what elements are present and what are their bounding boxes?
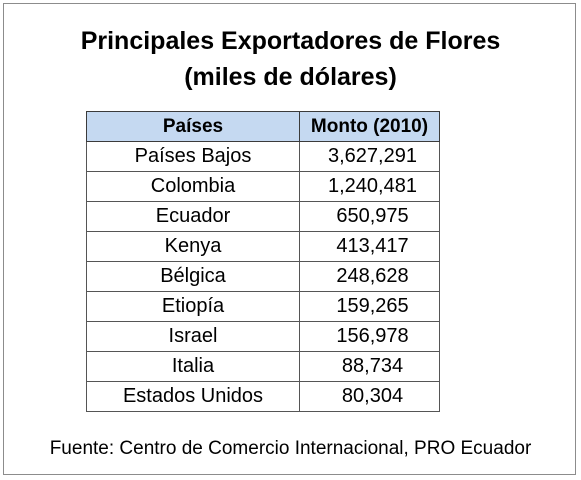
- country-cell: Kenya: [86, 231, 300, 262]
- table-row: Bélgica 248,628: [86, 261, 440, 292]
- amount-cell: 159,265: [299, 291, 440, 322]
- country-cell: Países Bajos: [86, 141, 300, 172]
- table-row: Etiopía 159,265: [86, 291, 440, 322]
- table-row: Israel 156,978: [86, 321, 440, 352]
- table-row: Ecuador 650,975: [86, 201, 440, 232]
- table-row: Italia 88,734: [86, 351, 440, 382]
- page-subtitle: (miles de dólares): [184, 63, 397, 91]
- amount-cell: 156,978: [299, 321, 440, 352]
- amount-cell: 1,240,481: [299, 171, 440, 202]
- amount-cell: 80,304: [299, 381, 440, 412]
- country-cell: Colombia: [86, 171, 300, 202]
- country-cell: Ecuador: [86, 201, 300, 232]
- country-cell: Etiopía: [86, 291, 300, 322]
- amount-cell: 650,975: [299, 201, 440, 232]
- table-row: Kenya 413,417: [86, 231, 440, 262]
- country-cell: Italia: [86, 351, 300, 382]
- country-cell: Estados Unidos: [86, 381, 300, 412]
- country-cell: Israel: [86, 321, 300, 352]
- page-title: Principales Exportadores de Flores: [80, 27, 501, 55]
- table-row: Países Bajos 3,627,291: [86, 141, 440, 172]
- table-header-row: Países Monto (2010): [86, 111, 440, 142]
- amount-cell: 3,627,291: [299, 141, 440, 172]
- table-row: Colombia 1,240,481: [86, 171, 440, 202]
- amount-cell: 248,628: [299, 261, 440, 292]
- table-row: Estados Unidos 80,304: [86, 381, 440, 412]
- amount-cell: 413,417: [299, 231, 440, 262]
- column-header-amount: Monto (2010): [299, 111, 440, 142]
- column-header-countries: Países: [86, 111, 300, 142]
- exporters-table: Países Monto (2010) Países Bajos 3,627,2…: [86, 111, 440, 412]
- amount-cell: 88,734: [299, 351, 440, 382]
- source-note: Fuente: Centro de Comercio Internacional…: [49, 438, 532, 459]
- country-cell: Bélgica: [86, 261, 300, 292]
